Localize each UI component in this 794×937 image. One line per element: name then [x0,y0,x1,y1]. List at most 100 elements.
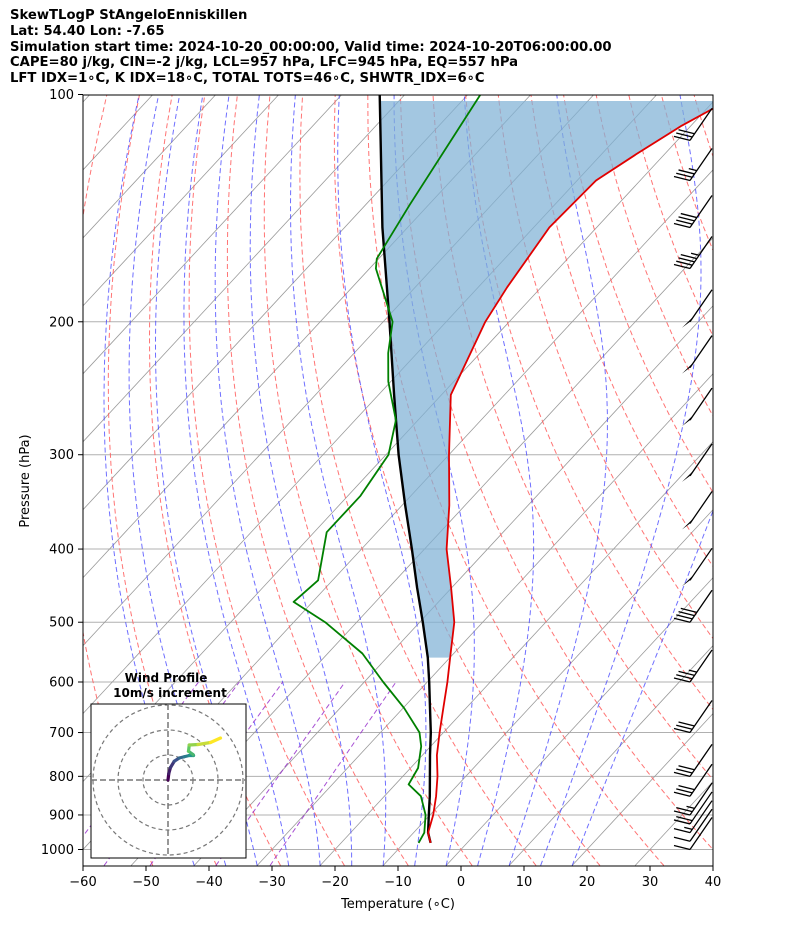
isotherm-line [634,780,713,866]
barb-full [673,727,691,734]
barb-full [680,253,697,260]
moist-adiabat [249,95,353,866]
moist-adiabat [463,95,535,866]
y-tick-label: 600 [49,676,74,691]
barb-full [673,810,691,816]
dewpoint-line [292,95,482,844]
wind-barb [682,491,713,530]
wind-barb [673,195,713,229]
y-tick-label: 700 [49,726,74,741]
barb-full [676,816,693,822]
barb-flag [682,470,694,482]
dry-adiabat [530,95,713,568]
barb-full [676,260,693,266]
x-tick-label: −50 [132,875,159,890]
isotherm-line [83,95,216,239]
mixing-ratio-line [269,681,397,866]
moist-adiabat [571,509,713,866]
barb-full [680,212,697,219]
moist-adiabat [289,95,387,866]
dry-adiabat [660,95,713,252]
barb-full [673,175,691,182]
barb-flag [682,517,694,530]
dry-adiabat [263,95,473,866]
barb-staff [689,791,713,825]
hodograph-subtitle: 10m/s increment [113,686,227,700]
barb-full [678,169,695,175]
moist-adiabat [183,95,290,866]
barb-staff [689,107,713,141]
barb-staff [689,335,713,368]
barb-full [678,721,695,727]
hodograph-plot [91,704,246,858]
indices-line-2: LFT IDX=1∘C, K IDX=18∘C, TOTAL TOTS=46∘C… [10,71,485,87]
y-axis-label: Pressure (hPa) [18,434,33,527]
barb-full [678,610,695,617]
wind-barb [673,107,713,141]
barb-full [676,172,693,178]
wind-barb [682,289,713,328]
chart-header: SkewTLogP StAngeloEnniskillen Lat: 54.40… [10,8,612,87]
y-tick-label: 900 [49,808,74,823]
x-tick-label: 20 [579,875,596,890]
barb-full [673,677,691,683]
moist-adiabat [508,95,608,866]
x-tick-label: −10 [384,875,411,890]
isotherm-line [256,373,713,866]
barb-half [684,826,693,831]
wind-barb [673,782,713,816]
y-axis: 1000 900 800 700 600 500 400 300 200 100 [41,88,83,858]
isotherm-line [83,95,342,375]
wind-barb [673,743,713,777]
barb-staff [689,808,713,842]
y-tick-label: 500 [49,616,74,631]
barb-flag [682,361,694,374]
dry-adiabat [628,95,713,338]
isotherm-line [83,95,405,443]
barb-full [676,614,693,620]
barb-full [678,784,695,791]
chart-title: SkewTLogP StAngeloEnniskillen [10,8,248,23]
parcel-line [378,95,432,844]
x-tick-label: 10 [516,875,533,890]
wind-barb [673,763,713,797]
wind-barb [673,791,713,825]
wind-barb [673,800,713,834]
isotherm-line [571,712,713,866]
barb-flag [682,316,694,328]
moist-adiabat [214,95,321,866]
wind-barbs [673,107,713,851]
indices-line-1: CAPE=80 j/kg, CIN=-2 j/kg, LCL=957 hPa, … [10,55,519,71]
wind-barb [682,387,713,427]
barb-full [673,828,691,834]
barb-full [680,607,697,613]
dry-adiabat [595,95,713,418]
barb-half [686,805,695,809]
barb-half [690,252,700,256]
barb-staff [689,700,713,733]
barb-full [676,132,693,138]
y-tick-label: 1000 [41,843,74,858]
dry-adiabat [399,95,713,851]
barb-staff [689,817,713,850]
barb-full [676,788,693,794]
barb-staff [689,763,713,797]
mixing-ratio-line [215,681,346,866]
barb-staff [689,236,713,269]
dry-adiabat [563,95,713,494]
dry-adiabat [188,95,345,866]
hodograph-inset: Wind Profile 10m/s increment [90,671,247,859]
x-axis: −60 −50 −40 −30 −20 −10 0 10 20 30 40 [69,866,721,890]
barb-staff [689,195,713,228]
barb-full [678,257,695,263]
moist-adiabat [337,95,427,866]
barb-full [673,135,691,141]
wind-barb [673,808,713,842]
moist-adiabat [540,95,702,866]
barb-full [676,724,693,730]
x-tick-label: −60 [69,875,96,890]
barb-full [678,216,695,222]
y-tick-label: 200 [49,315,74,330]
barb-half [688,168,697,172]
wind-barb [682,443,713,482]
